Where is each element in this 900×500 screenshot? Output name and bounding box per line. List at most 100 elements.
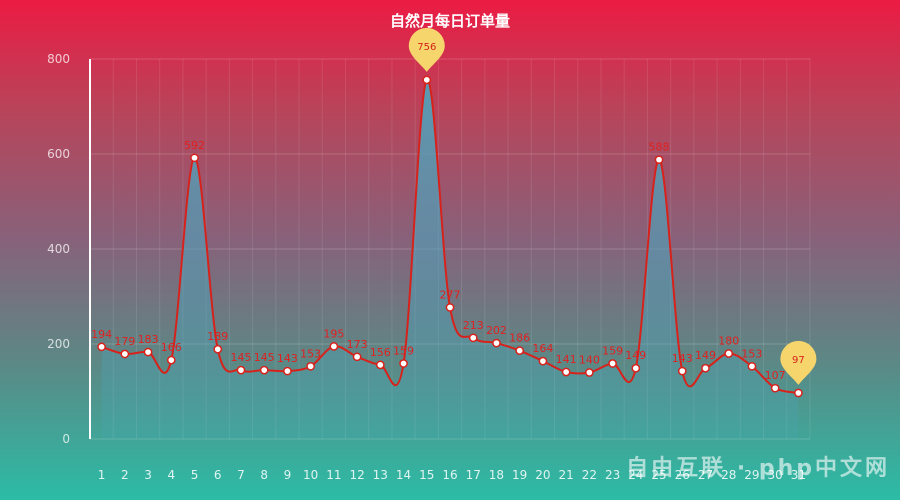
data-point [631, 363, 641, 373]
data-label: 145 [230, 351, 251, 364]
data-label: 179 [114, 335, 135, 348]
data-point [143, 347, 153, 357]
x-tick-label: 31 [791, 468, 806, 482]
watermark-logo: 自由互联 · php中文网 [626, 456, 890, 481]
data-label: 164 [532, 342, 553, 355]
x-tick-label: 18 [489, 468, 504, 482]
x-tick-label: 7 [237, 468, 245, 482]
data-point [770, 383, 780, 393]
data-label: 153 [300, 347, 321, 360]
data-point [515, 346, 525, 355]
data-label: 183 [138, 333, 159, 346]
data-point [306, 361, 315, 371]
data-label: 143 [277, 352, 298, 365]
min-marker-pin [780, 340, 817, 385]
data-point [445, 303, 455, 312]
max-marker-label: 756 [417, 42, 436, 53]
data-point [375, 360, 385, 370]
data-label: 186 [509, 332, 530, 345]
data-label: 592 [184, 139, 205, 152]
data-point [422, 75, 432, 85]
x-tick-label: 11 [326, 468, 341, 482]
x-tick-label: 23 [605, 468, 620, 482]
data-label: 202 [486, 324, 507, 337]
data-label: 145 [254, 351, 275, 364]
x-tick-label: 10 [303, 468, 318, 482]
y-tick-label: 600 [47, 147, 70, 161]
data-label: 149 [625, 349, 646, 362]
data-label: 143 [672, 352, 693, 365]
x-tick-label: 4 [167, 468, 175, 482]
y-tick-label: 0 [62, 432, 70, 446]
data-label: 107 [765, 369, 786, 382]
x-tick-label: 14 [396, 468, 411, 482]
x-tick-label: 15 [419, 468, 434, 482]
data-point [120, 349, 130, 359]
data-label: 153 [741, 347, 762, 360]
x-tick-label: 29 [744, 468, 759, 482]
data-label: 213 [463, 319, 484, 332]
data-point [399, 359, 408, 368]
x-tick-label: 6 [214, 468, 222, 482]
x-tick-label: 13 [373, 468, 388, 482]
min-marker-label: 97 [792, 355, 805, 366]
data-point [283, 366, 292, 376]
data-point [724, 349, 734, 358]
data-point [468, 333, 478, 343]
data-point [97, 342, 106, 352]
x-tick-label: 20 [535, 468, 550, 482]
data-label: 166 [161, 341, 182, 354]
data-point [654, 155, 664, 165]
x-tick-label: 19 [512, 468, 527, 482]
data-point [538, 356, 548, 366]
data-label: 195 [323, 327, 344, 340]
y-tick-label: 800 [47, 52, 70, 66]
data-label: 159 [602, 344, 623, 357]
data-point [213, 344, 223, 354]
data-point [329, 342, 339, 351]
data-label: 588 [649, 141, 670, 154]
data-label: 156 [370, 346, 391, 359]
x-tick-label: 30 [768, 468, 783, 482]
data-point [794, 388, 803, 398]
max-marker-pin [408, 27, 445, 72]
data-point [236, 365, 246, 375]
x-tick-label: 25 [651, 468, 666, 482]
x-tick-label: 16 [442, 468, 457, 482]
x-tick-label: 26 [675, 468, 690, 482]
data-point [701, 363, 710, 373]
x-tick-label: 5 [191, 468, 199, 482]
data-point [677, 366, 687, 376]
x-tick-label: 12 [349, 468, 364, 482]
x-tick-label: 9 [284, 468, 292, 482]
data-point [608, 359, 617, 368]
y-tick-label: 200 [47, 337, 70, 351]
y-tick-label: 400 [47, 242, 70, 256]
data-label: 149 [695, 349, 716, 362]
data-label: 277 [440, 288, 461, 301]
x-tick-label: 3 [144, 468, 152, 482]
data-label: 189 [207, 330, 228, 343]
data-label: 141 [556, 353, 577, 366]
x-tick-label: 24 [628, 468, 643, 482]
data-point [561, 367, 571, 377]
x-tick-label: 21 [558, 468, 573, 482]
series-line [101, 78, 799, 394]
data-point [747, 361, 757, 371]
data-point [585, 368, 594, 377]
data-point [259, 365, 269, 375]
chart-title: 自然月每日订单量 [389, 12, 510, 30]
data-point [492, 338, 501, 348]
x-tick-label: 27 [698, 468, 713, 482]
x-tick-label: 22 [582, 468, 597, 482]
data-point [190, 153, 199, 163]
data-label: 159 [393, 344, 414, 357]
data-label: 140 [579, 354, 600, 367]
x-tick-label: 2 [121, 468, 129, 482]
data-point [166, 355, 176, 365]
x-tick-label: 8 [260, 468, 268, 482]
data-label: 173 [347, 338, 368, 351]
data-label: 194 [91, 328, 112, 341]
